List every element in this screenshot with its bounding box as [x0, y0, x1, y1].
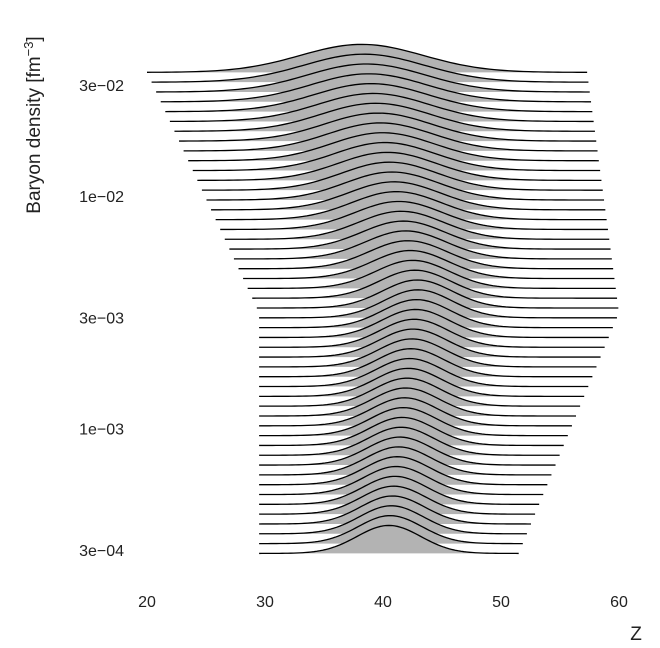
ridge-line	[259, 397, 572, 427]
ridge-line	[259, 308, 609, 339]
x-tick-label: 30	[256, 594, 274, 611]
ridge-line	[233, 230, 612, 260]
ridge-fill	[259, 525, 519, 554]
ridge-line	[259, 377, 581, 407]
ridge-line	[259, 348, 593, 378]
ridge-line	[259, 416, 564, 447]
ridge-line	[259, 328, 601, 358]
ridge-line	[169, 92, 594, 123]
ridge-line	[192, 141, 601, 172]
y-tick-label: 1e−03	[79, 421, 124, 438]
ridge-line	[259, 505, 527, 535]
ridge-line	[197, 151, 602, 181]
ridge-line	[259, 465, 544, 496]
ridge-line	[229, 220, 611, 250]
ridges-group	[146, 43, 619, 555]
y-axis-title-main: Baryon density [fm	[24, 56, 45, 213]
ridge-line	[252, 269, 618, 299]
ridge-line	[259, 298, 613, 329]
ridge-line	[179, 112, 597, 142]
ridge-line	[188, 132, 599, 162]
ridge-line	[206, 171, 605, 201]
y-tick-label: 3e−04	[79, 543, 124, 560]
x-tick-label: 50	[492, 594, 510, 611]
ridge-line	[243, 249, 615, 280]
ridge-line	[259, 387, 577, 417]
ridge-line	[220, 200, 608, 231]
ridge-line	[259, 406, 568, 437]
y-tick-label: 1e−02	[79, 189, 124, 206]
y-tick-labels: 3e−04 1e−03 3e−03 1e−02 3e−02	[79, 78, 124, 560]
ridge-line	[183, 122, 598, 152]
ridge-line	[156, 63, 590, 93]
y-tick-label: 3e−03	[79, 311, 124, 328]
ridge-line	[165, 82, 593, 113]
ridge-line	[259, 485, 536, 515]
ridge-line	[247, 259, 616, 289]
ridge-line	[259, 289, 617, 319]
x-tick-labels: 20 30 40 50 60	[138, 594, 628, 611]
ridge-line	[259, 426, 560, 456]
ridge-line	[259, 456, 548, 486]
ridge-line	[259, 436, 556, 466]
x-tick-label: 60	[610, 594, 628, 611]
ridge-line	[259, 446, 552, 476]
y-axis-title-sup: −3	[21, 42, 36, 57]
ridge-line	[256, 279, 619, 309]
ridge-line	[160, 73, 592, 103]
ridge-line	[146, 43, 588, 73]
ridge-line	[259, 524, 519, 555]
y-axis-title: Baryon density [fm−3]	[21, 36, 45, 213]
x-tick-label: 40	[374, 594, 392, 611]
ridge-fill	[259, 289, 617, 318]
ridge-line	[211, 181, 606, 211]
ridge-line	[259, 475, 540, 505]
ridge-line	[201, 161, 603, 191]
x-tick-label: 20	[138, 594, 156, 611]
ridge-line	[259, 495, 531, 525]
x-axis-title: Z	[630, 624, 642, 645]
ridge-line	[259, 367, 585, 397]
ridge-line	[224, 210, 610, 240]
ridge-line	[259, 318, 605, 348]
y-axis-title-end: ]	[24, 36, 45, 41]
ridge-line	[151, 53, 589, 83]
ridge-line	[238, 240, 614, 270]
ridge-line	[259, 338, 597, 368]
ridge-line	[174, 102, 595, 132]
ridge-line	[259, 514, 523, 545]
ridge-line	[215, 190, 607, 221]
ridge-line	[259, 357, 589, 388]
y-tick-label: 3e−02	[79, 78, 124, 95]
